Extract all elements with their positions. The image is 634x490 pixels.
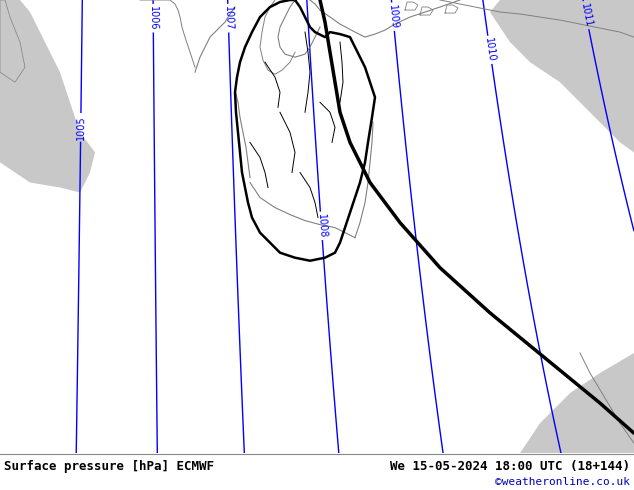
Text: 1005: 1005	[75, 115, 86, 140]
Text: ©weatheronline.co.uk: ©weatheronline.co.uk	[495, 477, 630, 487]
Text: 1008: 1008	[316, 213, 327, 239]
Polygon shape	[0, 0, 95, 193]
Text: We 15-05-2024 18:00 UTC (18+144): We 15-05-2024 18:00 UTC (18+144)	[390, 460, 630, 473]
Text: 1009: 1009	[387, 4, 399, 29]
Polygon shape	[0, 0, 25, 82]
Text: 1010: 1010	[483, 37, 496, 63]
Polygon shape	[490, 0, 634, 152]
Text: 1011: 1011	[579, 2, 593, 28]
Text: 1006: 1006	[148, 6, 158, 30]
Polygon shape	[520, 353, 634, 453]
Text: Surface pressure [hPa] ECMWF: Surface pressure [hPa] ECMWF	[4, 460, 214, 473]
Text: 1007: 1007	[223, 6, 234, 31]
